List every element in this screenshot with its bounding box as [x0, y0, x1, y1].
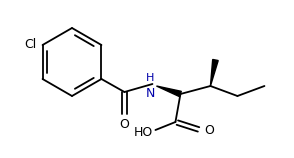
- Polygon shape: [156, 86, 181, 97]
- Text: Cl: Cl: [24, 37, 36, 51]
- Text: H: H: [146, 73, 155, 83]
- Text: HO: HO: [134, 125, 153, 139]
- Text: O: O: [204, 124, 214, 137]
- Polygon shape: [211, 59, 218, 86]
- Text: N: N: [146, 87, 155, 100]
- Text: O: O: [119, 118, 129, 131]
